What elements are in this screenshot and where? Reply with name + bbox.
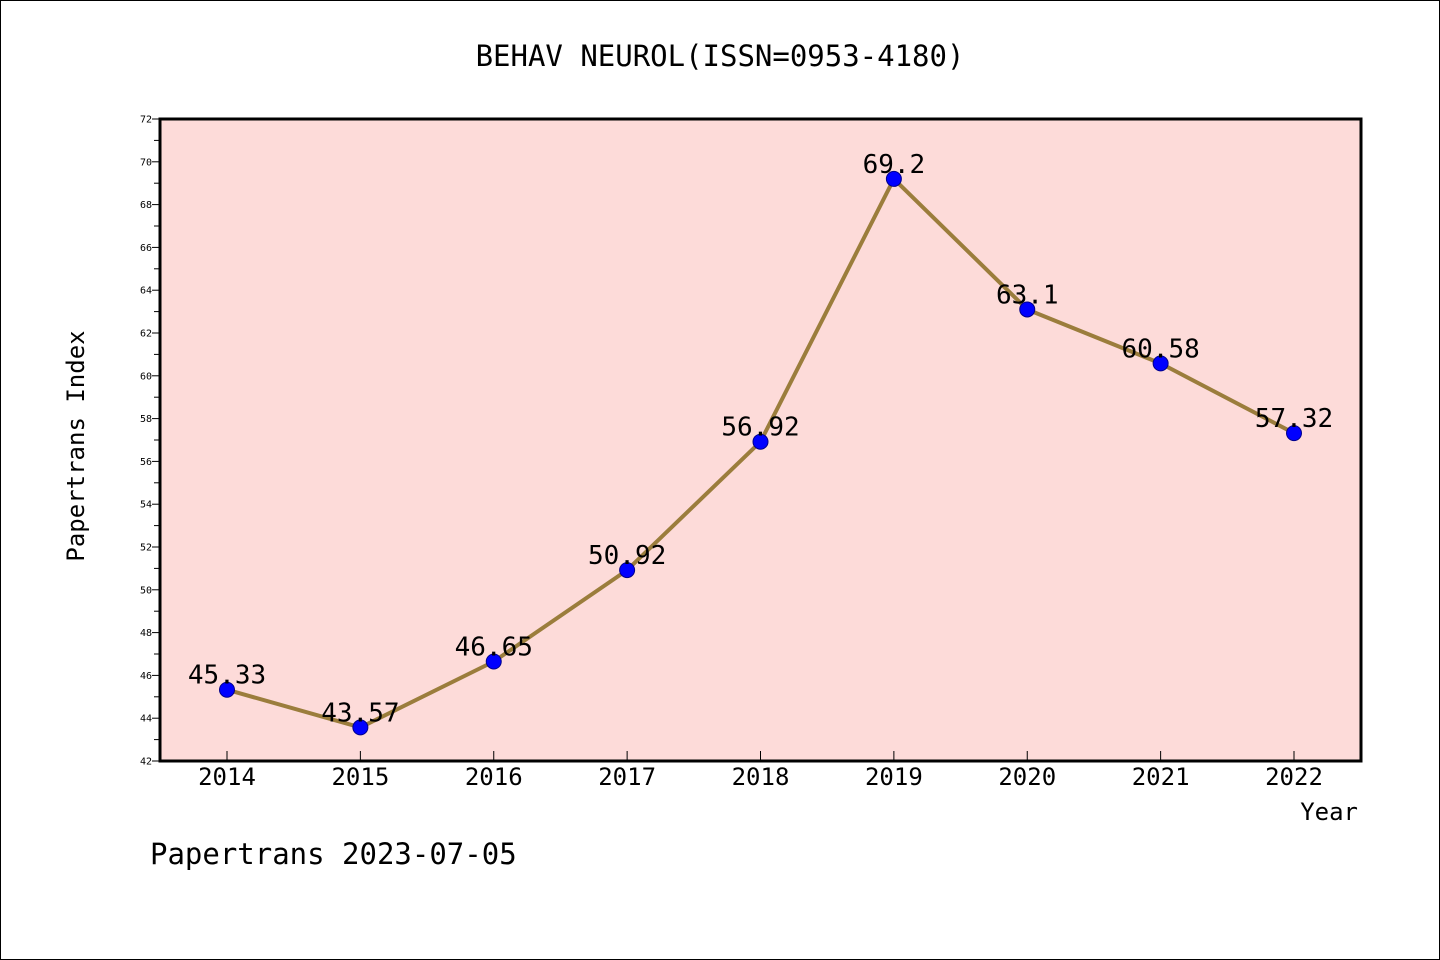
x-tick-label: 2016	[465, 763, 523, 791]
y-axis-label: Papertrans Index	[62, 330, 90, 561]
y-tick-label: 72	[140, 115, 152, 126]
y-tick-label: 66	[140, 243, 152, 254]
data-point	[885, 170, 902, 187]
data-point	[619, 562, 636, 579]
data-label: 43.57	[321, 698, 399, 728]
data-label: 60.58	[1121, 334, 1199, 364]
data-label: 57.32	[1255, 404, 1333, 434]
data-label: 50.92	[588, 541, 666, 571]
x-tick-label: 2021	[1132, 763, 1190, 791]
footer-watermark: Papertrans 2023-07-05	[150, 837, 517, 871]
y-tick-label: 50	[140, 585, 152, 596]
data-label: 46.65	[455, 632, 533, 662]
data-point	[352, 719, 369, 736]
data-label: 63.1	[996, 280, 1059, 310]
y-tick-label: 62	[140, 329, 152, 340]
data-point	[485, 653, 502, 670]
y-tick-label: 52	[140, 543, 152, 554]
data-point	[1286, 425, 1302, 442]
y-tick-label: 48	[140, 628, 152, 639]
x-tick-label: 2018	[732, 763, 790, 791]
y-tick-label: 64	[140, 286, 152, 297]
chart-title: BEHAV NEUROL(ISSN=0953-4180)	[476, 39, 965, 73]
plot-border	[158, 117, 1363, 763]
data-point	[219, 681, 235, 698]
y-tick-label: 68	[140, 200, 152, 211]
y-tick-label: 44	[140, 714, 152, 725]
y-tick-label: 58	[140, 414, 152, 425]
y-axis-ticks: 42 44 46 48 50 52 54 56 58 60 62 64 66 68 70 72	[140, 115, 160, 768]
x-axis-ticks: 2014 2015 2016 2017 2018 2019 2020 2021 2022	[198, 751, 1323, 791]
series-markers	[219, 170, 1302, 736]
data-labels: 45.33 43.57 46.65 50.92 56.92 69.2 63.1 60.58 57…	[188, 150, 1333, 728]
y-tick-label: 42	[140, 757, 152, 768]
x-tick-label: 2019	[865, 763, 923, 791]
y-tick-label: 46	[140, 671, 152, 682]
x-tick-label: 2022	[1265, 763, 1323, 791]
data-label: 45.33	[188, 661, 266, 691]
data-point	[1152, 355, 1169, 372]
y-tick-label: 70	[140, 157, 152, 168]
data-label: 56.92	[721, 413, 799, 443]
y-tick-label: 60	[140, 371, 152, 382]
x-tick-label: 2017	[598, 763, 656, 791]
x-tick-label: 2014	[198, 763, 256, 791]
data-label: 69.2	[863, 150, 926, 180]
x-tick-label: 2020	[998, 763, 1056, 791]
y-tick-label: 54	[140, 500, 152, 511]
data-point	[752, 433, 769, 450]
x-tick-label: 2015	[331, 763, 389, 791]
data-point	[1019, 301, 1036, 318]
y-tick-label: 56	[140, 457, 152, 468]
x-axis-label: Year	[1300, 798, 1358, 826]
